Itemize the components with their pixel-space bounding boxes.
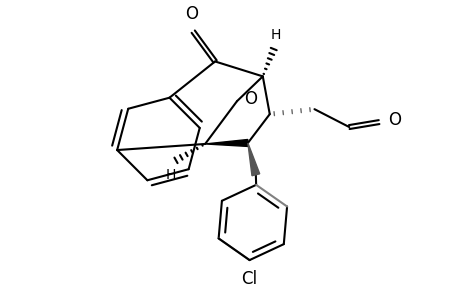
Text: O: O (185, 5, 197, 23)
Polygon shape (247, 143, 259, 176)
Text: H: H (270, 28, 280, 42)
Text: O: O (243, 90, 257, 108)
Text: H: H (165, 168, 175, 182)
Polygon shape (205, 140, 247, 146)
Text: Cl: Cl (241, 270, 257, 288)
Text: O: O (387, 111, 400, 129)
